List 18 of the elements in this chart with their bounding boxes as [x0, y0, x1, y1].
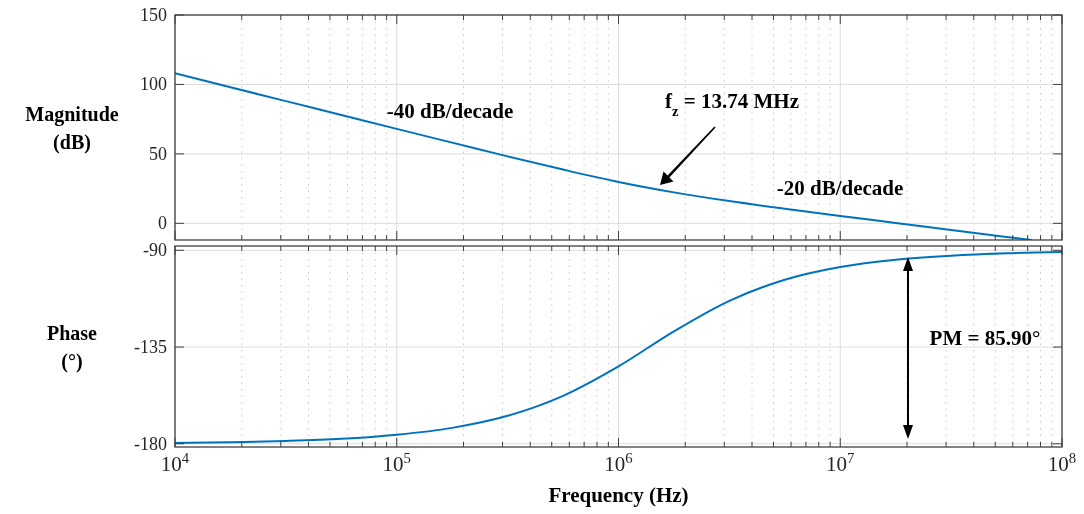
annotation: PM = 85.90° — [929, 326, 1041, 350]
y-axis-title: Phase (°) — [47, 321, 98, 373]
y-tick-label: -90 — [143, 240, 167, 261]
y-tick-label: 100 — [140, 74, 167, 95]
y-tick-label: -135 — [134, 337, 167, 358]
x-tick-label: 10$^{5}$ — [382, 450, 411, 476]
y-tick-label: 50 — [149, 143, 167, 164]
x-tick-label: 10$^{7}$ — [826, 450, 855, 476]
x-tick-label: 10$^{8}$ — [1047, 450, 1077, 476]
y-axis-title: Magnitude (dB) — [25, 102, 119, 154]
x-axis-title: Frequency (Hz) — [548, 483, 689, 507]
y-tick-label: 0 — [158, 213, 167, 234]
x-tick-label: 10$^{6}$ — [604, 450, 633, 476]
annotation: f$_{z}$ = 13.74 MHz — [665, 89, 799, 119]
line-series — [175, 251, 1062, 444]
annotation: -40 dB/decade — [386, 99, 514, 123]
y-tick-label: 150 — [140, 5, 167, 25]
annotation: -20 dB/decade — [776, 176, 904, 200]
